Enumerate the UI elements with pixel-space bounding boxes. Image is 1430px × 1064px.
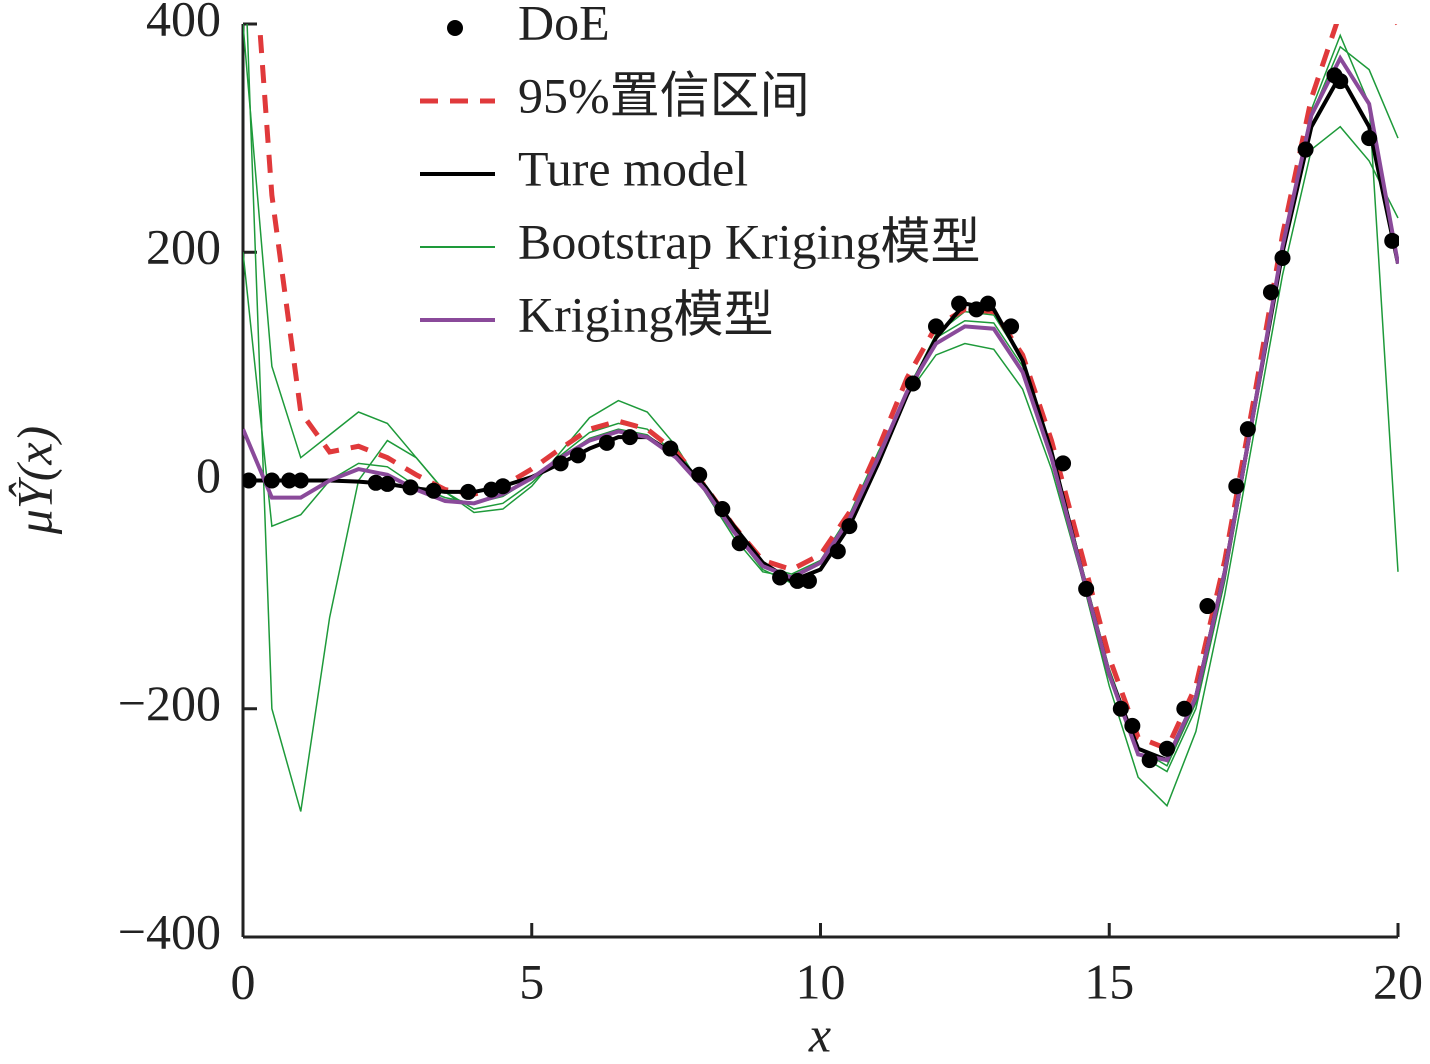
legend-label: Bootstrap Kriging模型	[518, 213, 980, 269]
doe-point	[731, 535, 748, 552]
series-line	[256, 24, 1398, 752]
doe-point	[1262, 284, 1279, 301]
doe-point	[263, 472, 280, 489]
y-axis-label: μŶ(x)	[6, 426, 62, 535]
doe-point	[904, 375, 921, 392]
doe-point	[552, 455, 569, 472]
y-tick-label: −200	[118, 675, 221, 731]
x-axis-label: x	[808, 1006, 831, 1062]
doe-point	[1055, 455, 1072, 472]
doe-point	[979, 295, 996, 312]
y-tick-label: 400	[146, 0, 221, 46]
doe-point	[598, 434, 615, 451]
y-tick-label: 0	[196, 447, 221, 503]
doe-point	[281, 472, 298, 489]
doe-point	[1124, 717, 1141, 734]
series-line	[243, 54, 1399, 763]
doe-point	[1176, 700, 1193, 717]
doe-point	[1239, 421, 1256, 438]
doe-point	[243, 472, 257, 489]
doe-point	[714, 501, 731, 518]
doe-point	[928, 318, 944, 335]
x-tick-label: 0	[231, 953, 256, 1009]
bootstrap-line	[243, 33, 1399, 773]
doe-point	[402, 479, 419, 496]
series-line	[243, 71, 1399, 763]
doe-point	[425, 482, 442, 499]
doe-point	[569, 447, 586, 464]
doe-point	[789, 572, 806, 589]
doe-point	[1228, 478, 1245, 495]
doe-point	[292, 472, 309, 489]
doe-point	[1199, 598, 1216, 615]
x-tick-label: 15	[1084, 953, 1134, 1009]
doe-point	[367, 474, 384, 491]
x-tick-label: 20	[1373, 953, 1423, 1009]
doe-point	[841, 518, 858, 535]
doe-point	[1159, 740, 1175, 757]
doe-point	[951, 295, 968, 312]
doe-point	[1297, 141, 1314, 158]
legend-label: Ture model	[518, 140, 748, 196]
plot-area	[243, 24, 1399, 812]
doe-point	[662, 440, 679, 457]
doe-point	[379, 475, 396, 492]
legend-label: DoE	[518, 0, 610, 50]
x-tick-label: 10	[796, 953, 846, 1009]
legend-label: 95%置信区间	[518, 67, 810, 123]
bootstrap-line	[246, 24, 1399, 812]
doe-point	[1274, 249, 1291, 266]
x-tick-label: 5	[519, 953, 544, 1009]
doe-point	[772, 569, 789, 586]
y-tick-label: 200	[146, 219, 221, 275]
bootstrap-line	[243, 24, 1399, 767]
doe-point	[1332, 73, 1349, 90]
doe-point	[1141, 752, 1158, 769]
doe-point	[800, 572, 817, 589]
doe-point	[494, 478, 511, 495]
doe-point	[460, 483, 477, 500]
doe-point	[1112, 700, 1129, 717]
legend-marker	[447, 20, 463, 36]
legend-label: Kriging模型	[518, 286, 774, 342]
doe-point	[621, 429, 638, 446]
doe-point	[1361, 130, 1378, 147]
doe-point	[1384, 232, 1399, 249]
doe-point	[829, 543, 846, 560]
doe-point	[691, 466, 708, 483]
doe-point	[1078, 580, 1095, 597]
y-tick-label: −400	[118, 903, 221, 959]
doe-point	[1003, 318, 1020, 335]
